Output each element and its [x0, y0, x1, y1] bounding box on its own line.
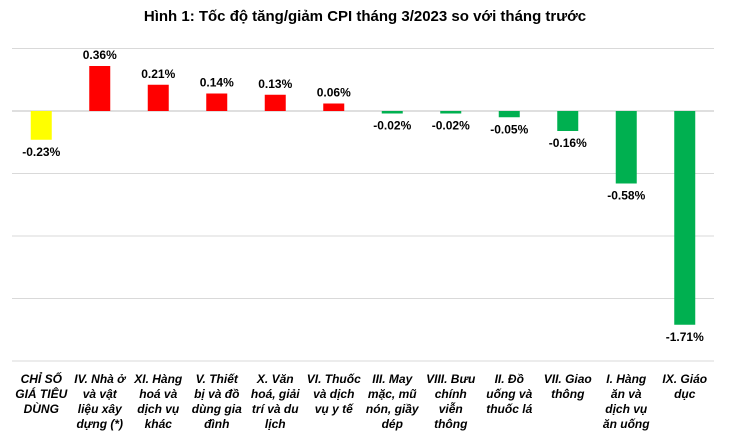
bar — [323, 103, 345, 111]
category-label: CHỈ SỐ GIÁ TIÊU DÙNG — [15, 372, 68, 416]
bar — [147, 84, 169, 111]
data-label: 0.14% — [200, 76, 234, 90]
bar — [674, 111, 696, 325]
category-label: XI. Hàng hoá và dịch vụ khác — [134, 372, 183, 431]
bar — [89, 66, 111, 111]
data-label: -0.23% — [22, 145, 60, 159]
category-label: III. May mặc, mũ nón, giầy dép — [365, 372, 419, 431]
bar — [557, 111, 579, 131]
bar — [615, 111, 637, 184]
category-label: VIII. Bưu chính viễn thông — [426, 372, 476, 431]
category-label: II. Đồ uống và thuốc lá — [486, 372, 533, 416]
bar — [264, 94, 286, 111]
category-label: VII. Giao thông — [543, 372, 592, 401]
bar — [440, 111, 462, 114]
bar — [30, 111, 52, 140]
category-label: I. Hàng ăn và dịch vụ ăn uống — [602, 372, 650, 431]
category-label: VI. Thuốc và dịch vụ y tế — [306, 372, 361, 416]
data-label: -0.16% — [549, 136, 587, 150]
category-label: V. Thiết bị và đồ dùng gia đình — [191, 372, 242, 431]
data-label: -1.71% — [666, 330, 704, 344]
data-label: 0.13% — [258, 77, 292, 91]
bar — [206, 93, 228, 111]
category-label: X. Văn hoá, giải trí và du lịch — [250, 372, 300, 431]
data-label: -0.02% — [373, 119, 411, 133]
data-label: -0.05% — [490, 122, 528, 136]
data-label: 0.06% — [317, 86, 351, 100]
data-label: -0.58% — [607, 189, 645, 203]
data-label: -0.02% — [432, 119, 470, 133]
data-label: 0.36% — [83, 48, 117, 62]
bar — [381, 111, 403, 114]
category-label: IV. Nhà ở và vật liệu xây dựng (*) — [74, 372, 126, 431]
category-label: IX. Giáo dục — [662, 372, 708, 401]
data-label: 0.21% — [141, 67, 175, 81]
chart-title: Hình 1: Tốc độ tăng/giảm CPI tháng 3/202… — [143, 8, 587, 25]
bar — [498, 111, 520, 118]
